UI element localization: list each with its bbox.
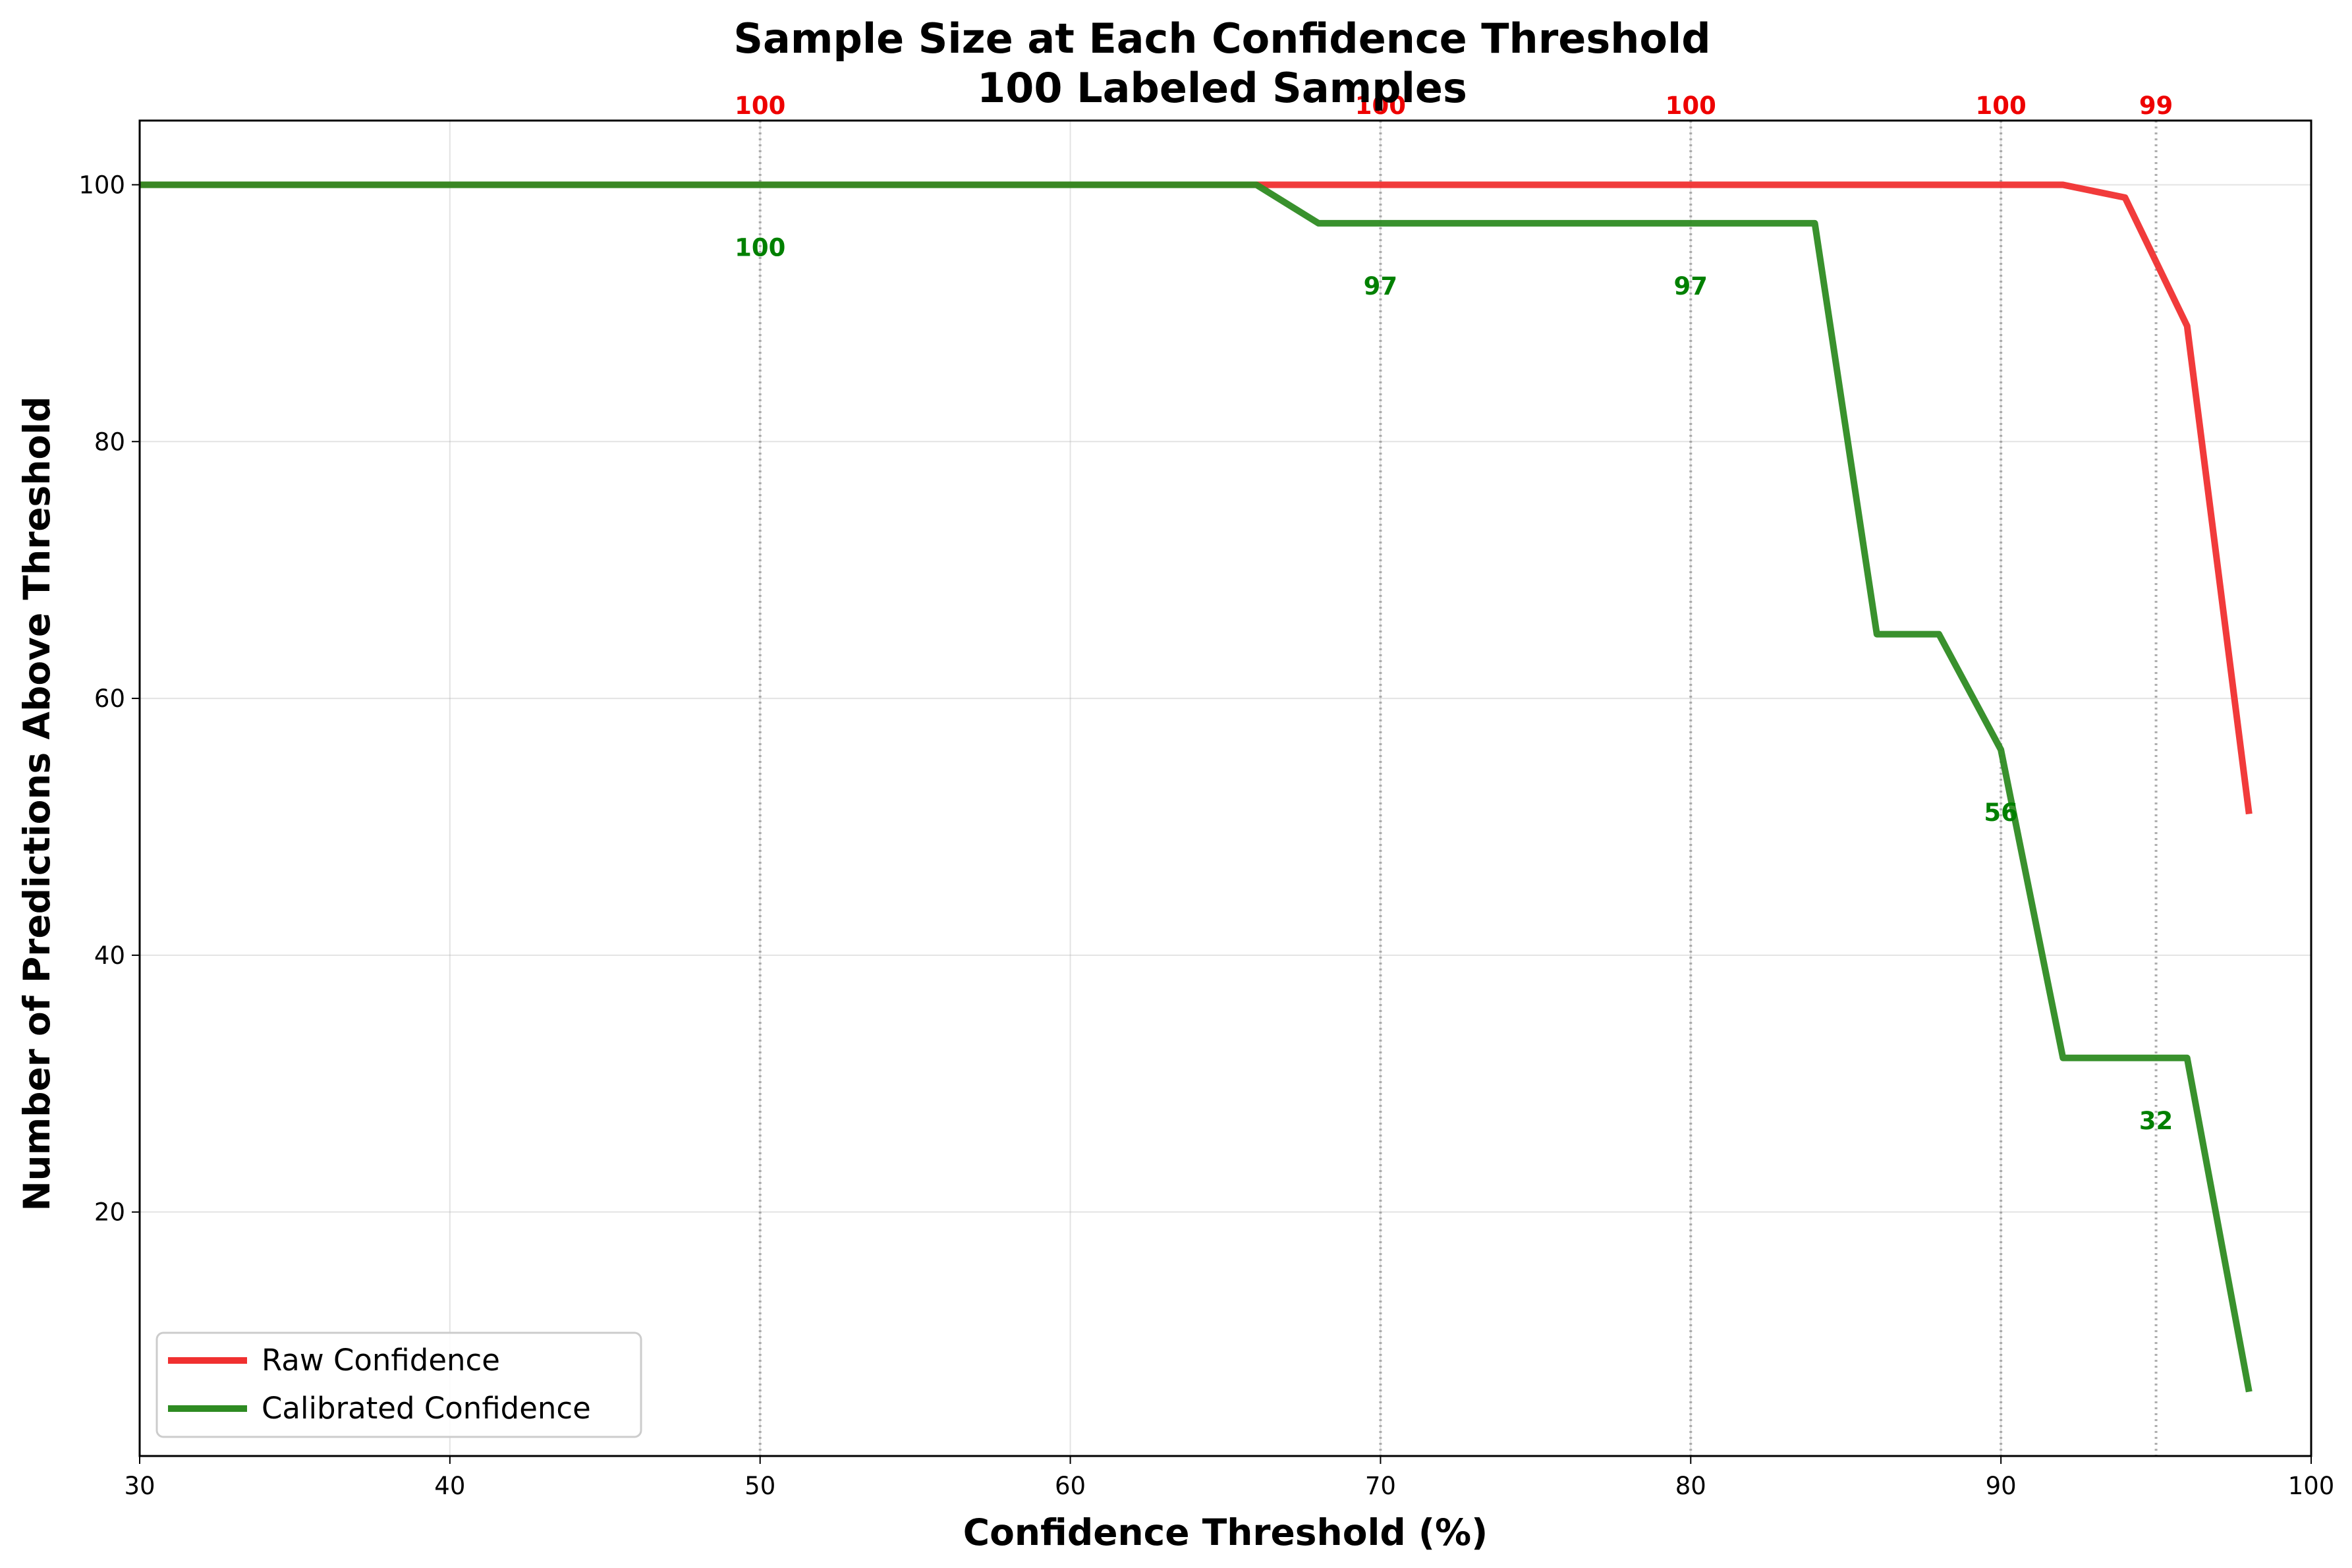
axis-ticks: 30 40 50 60 70 80 90 100 20 40 60 80 100	[78, 171, 2334, 1500]
plot-area-frame	[138, 119, 2312, 1457]
y-tick-label: 20	[94, 1198, 125, 1227]
calibrated-confidence-count-label: 100	[735, 233, 785, 262]
raw-confidence-count-label: 99	[2139, 92, 2173, 120]
series-line-calibrated-confidence	[140, 181, 2253, 1393]
series-lines	[140, 181, 2253, 1393]
raw-confidence-count-label: 100	[1355, 92, 1406, 120]
raw-confidence-count-label: 100	[735, 92, 785, 120]
y-tick-label: 80	[94, 428, 125, 456]
y-tick-label: 60	[94, 685, 125, 713]
x-tick-label: 50	[744, 1472, 775, 1500]
chart-title: Sample Size at Each Confidence Threshold	[733, 14, 1710, 63]
legend-label-raw-confidence: Raw Confidence	[262, 1343, 500, 1378]
annotations: 100 100 100 100 99 100 97 97 56 32	[735, 92, 2173, 1135]
calibrated-confidence-count-label: 56	[1984, 798, 2018, 827]
y-tick-label: 100	[78, 171, 125, 199]
legend: Raw Confidence Calibrated Confidence	[155, 1331, 642, 1438]
legend-label-calibrated-confidence: Calibrated Confidence	[262, 1391, 591, 1426]
x-tick-label: 90	[1986, 1472, 2017, 1500]
calibrated-confidence-count-label: 32	[2139, 1107, 2173, 1135]
raw-confidence-count-label: 100	[1666, 92, 1716, 120]
x-tick-label: 60	[1055, 1472, 1086, 1500]
x-axis-label: Confidence Threshold (%)	[963, 1511, 1488, 1554]
x-tick-label: 80	[1675, 1472, 1706, 1500]
x-tick-label: 40	[434, 1472, 465, 1500]
raw-confidence-count-label: 100	[1976, 92, 2027, 120]
legend-box	[155, 1331, 642, 1438]
chart-subtitle: 100 Labeled Samples	[977, 64, 1467, 112]
x-tick-label: 30	[124, 1472, 155, 1500]
y-tick-label: 40	[94, 941, 125, 970]
x-tick-label: 70	[1365, 1472, 1396, 1500]
y-axis-label: Number of Predictions Above Threshold	[16, 397, 58, 1212]
x-tick-label: 100	[2288, 1472, 2335, 1500]
calibrated-confidence-count-label: 97	[1674, 272, 1708, 300]
calibrated-confidence-count-label: 97	[1364, 272, 1398, 300]
